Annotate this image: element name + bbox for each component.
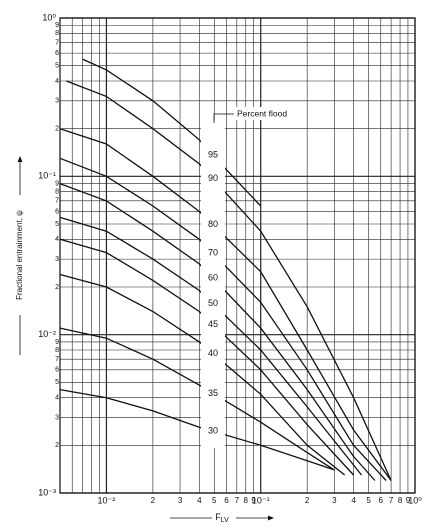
x-tick-label: 9 [251,496,256,505]
series-label: 70 [208,248,218,258]
x-tick-label: 6 [379,496,384,505]
y-tick-label: 10⁰ [42,12,56,22]
y-tick-label: 5 [55,379,59,386]
series-label: 60 [208,273,218,283]
x-tick-label: 10⁻¹ [252,495,270,505]
y-tick-label: 2 [55,126,59,133]
y-tick-label: 10⁻³ [38,487,56,497]
y-tick-label: 2 [55,442,59,449]
y-tick-label: 4 [55,78,59,85]
curve [82,58,262,207]
x-tick-label: 6 [224,496,229,505]
y-tick-label: 8 [55,189,59,196]
series-label: 50 [208,298,218,308]
y-tick-label: 6 [55,50,59,57]
x-tick-label: 2 [151,496,156,505]
plot-frame [59,17,416,494]
y-tick-label: 8 [55,347,59,354]
label-column [201,120,225,448]
y-axis-title: Fractional entrainment, ψ [15,156,24,355]
y-tick-label: 5 [55,221,59,228]
x-axis-label: FLV [215,512,229,523]
y-tick-label: 2 [55,284,59,291]
y-tick-label: 7 [55,39,59,46]
y-tick-label: 7 [55,356,59,363]
y-tick-label: 8 [55,30,59,37]
x-tick-label: 9 [406,496,411,505]
x-axis-label-main: F [215,512,221,522]
series-label: 30 [208,426,218,436]
y-axis-arrowhead [17,156,23,162]
curve [59,238,355,476]
x-tick-label: 10⁻² [98,495,116,505]
y-tick-label: 3 [55,256,59,263]
curve [59,273,346,476]
series-label: 80 [208,219,218,229]
curve [59,216,363,476]
y-tick-label: 6 [55,367,59,374]
y-tick-label: 7 [55,198,59,205]
x-tick-label: 3 [332,496,337,505]
x-axis-label-sub: LV [221,517,229,524]
x-tick-label: 10⁰ [408,495,422,505]
x-tick-label: 4 [197,496,202,505]
x-tick-label: 5 [366,496,371,505]
x-tick-label: 7 [235,496,240,505]
y-tick-label: 10⁻² [38,329,56,339]
series-label: 90 [208,173,218,183]
x-tick-label: 2 [305,496,310,505]
curve [59,327,335,471]
y-tick-label: 9 [55,22,59,29]
y-tick-label: 3 [55,98,59,105]
curve [59,128,392,481]
x-tick-label: 8 [244,496,249,505]
y-tick-label: 6 [55,208,59,215]
x-tick-label: 7 [389,496,394,505]
x-tick-label: 5 [212,496,217,505]
x-tick-label: 8 [398,496,403,505]
x-tick-label: 3 [178,496,183,505]
series-label: 35 [208,388,218,398]
series-label: 40 [208,348,218,358]
y-tick-label: 9 [55,180,59,187]
series-label: 45 [208,319,218,329]
y-tick-label: 9 [55,339,59,346]
curve [59,388,335,471]
y-tick-label: 10⁻¹ [38,171,56,181]
x-axis-arrowhead [268,515,274,521]
y-tick-label: 4 [55,236,59,243]
y-tick-label: 4 [55,395,59,402]
y-axis-label: Fractional entrainment, ψ [15,210,24,300]
y-tick-label: 3 [55,414,59,421]
y-tick-label: 5 [55,63,59,70]
curve [59,157,387,481]
annotation: Percent flood [237,108,287,118]
annotation-bracket [213,113,234,123]
curve [66,80,392,481]
x-tick-label: 4 [351,496,356,505]
curve [59,182,376,481]
annotation-box [228,107,294,120]
series-label: 95 [208,149,218,159]
